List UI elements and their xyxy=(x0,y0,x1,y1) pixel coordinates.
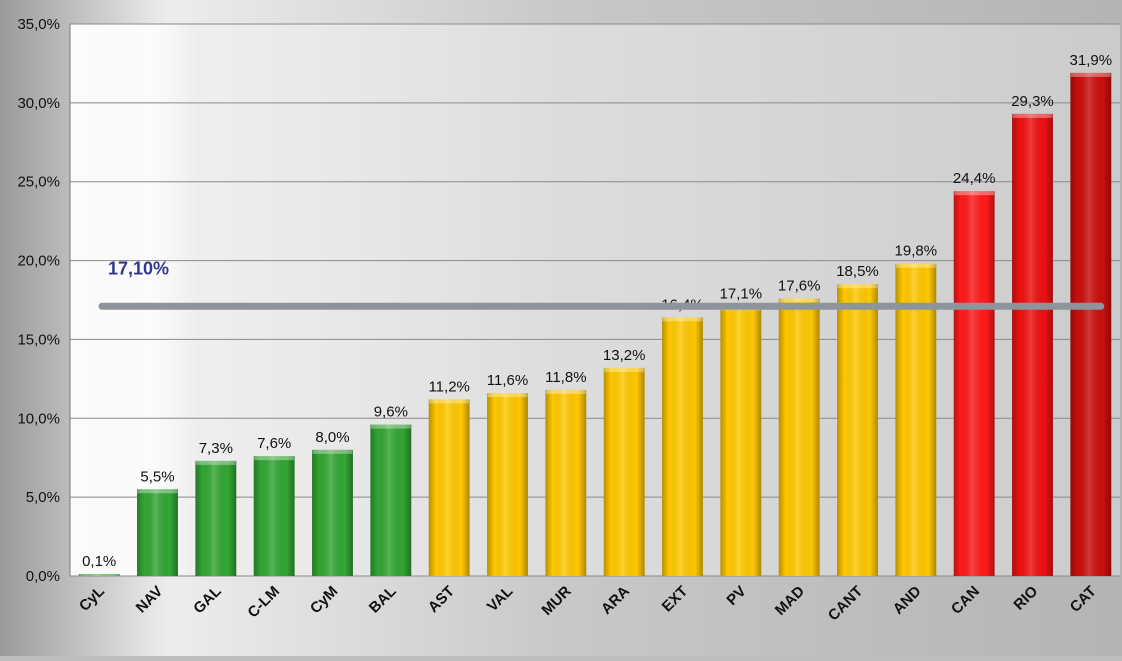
bar-ara xyxy=(603,367,645,576)
bar-highlight xyxy=(195,460,236,465)
bar-shading xyxy=(312,449,353,576)
bar-shading xyxy=(662,317,703,576)
bar-shading xyxy=(1070,72,1112,577)
bar-highlight xyxy=(312,449,353,454)
bar-mad xyxy=(778,298,820,576)
y-tick-label: 25,0% xyxy=(17,174,60,191)
reference-line-group: 17,10% xyxy=(98,258,1105,310)
bar-shading xyxy=(370,424,412,576)
bar-highlight xyxy=(137,489,178,494)
bar-can xyxy=(953,191,995,577)
data-label: 13,2% xyxy=(603,347,646,364)
data-label: 17,1% xyxy=(720,285,763,302)
data-label: 0,1% xyxy=(82,553,116,570)
data-label: 11,2% xyxy=(428,378,469,395)
y-tick-label: 35,0% xyxy=(17,16,60,33)
y-tick-label: 30,0% xyxy=(17,95,60,112)
bar-highlight xyxy=(254,456,295,461)
bar-bal xyxy=(370,424,412,576)
bar-pv xyxy=(720,306,762,576)
y-tick-label: 5,0% xyxy=(26,489,60,506)
reference-line-label: 17,10% xyxy=(108,258,169,278)
bar-shading xyxy=(603,367,645,576)
bar-highlight xyxy=(895,263,936,268)
bar-cym xyxy=(312,449,353,576)
bar-val xyxy=(487,393,528,576)
bar-highlight xyxy=(429,399,470,404)
bar-highlight xyxy=(604,367,645,372)
y-tick-label: 0,0% xyxy=(26,568,60,585)
bar-shading xyxy=(137,489,178,576)
bar-shading xyxy=(253,456,295,576)
bar-highlight xyxy=(1012,113,1053,118)
bar-shading xyxy=(720,306,762,576)
bar-shading xyxy=(837,284,878,576)
bar-shading xyxy=(428,399,470,576)
bar-and xyxy=(895,263,937,576)
bar-highlight xyxy=(545,389,586,394)
bar-highlight xyxy=(954,191,995,196)
bar-highlight xyxy=(1070,72,1111,77)
plot-area xyxy=(70,24,1120,576)
bar-shading xyxy=(1012,113,1053,576)
bar-highlight xyxy=(370,424,411,429)
data-label: 18,5% xyxy=(836,263,879,280)
bar-cyl xyxy=(78,574,120,576)
bar-cat xyxy=(1070,72,1112,577)
bar-c-lm xyxy=(253,456,295,576)
data-label: 7,6% xyxy=(257,435,291,452)
data-label: 24,4% xyxy=(953,170,996,187)
bar-highlight xyxy=(662,317,703,322)
bar-shading xyxy=(78,574,120,576)
data-label: 31,9% xyxy=(1070,52,1113,69)
bar-highlight xyxy=(837,284,878,289)
bar-shading xyxy=(545,389,587,576)
bar-ast xyxy=(428,399,470,576)
data-label: 29,3% xyxy=(1011,93,1054,110)
bar-rio xyxy=(1012,113,1053,576)
y-tick-label: 20,0% xyxy=(17,253,60,270)
bar-shading xyxy=(778,298,820,576)
bar-highlight xyxy=(79,574,120,576)
data-label: 9,6% xyxy=(374,404,408,421)
bar-nav xyxy=(137,489,178,576)
bar-highlight xyxy=(779,298,820,303)
data-label: 5,5% xyxy=(140,468,174,485)
data-label: 8,0% xyxy=(315,429,349,446)
gridlines xyxy=(70,23,1120,577)
bar-gal xyxy=(195,460,237,576)
data-label: 7,3% xyxy=(199,440,233,457)
y-tick-label: 10,0% xyxy=(17,410,60,427)
bar-mur xyxy=(545,389,587,576)
bars xyxy=(78,72,1112,577)
bar-shading xyxy=(895,263,937,576)
y-axis: 0,0% 5,0% 10,0% 15,0% 20,0% 25,0% 30,0% 35,0% xyxy=(17,16,71,585)
data-labels: 0,1% 5,5% 7,3% 7,6% 8,0% 9,6% 11,2% 11,6% 11,8% 1… xyxy=(82,52,1112,570)
y-tick-label: 15,0% xyxy=(17,331,60,348)
bar-shading xyxy=(195,460,237,576)
bar-cant xyxy=(837,284,878,576)
bar-shading xyxy=(487,393,528,576)
bar-shading xyxy=(953,191,995,577)
data-label: 17,6% xyxy=(778,277,821,294)
data-label: 19,8% xyxy=(895,243,938,260)
bar-ext xyxy=(662,317,703,576)
bar-highlight xyxy=(487,393,528,398)
data-label: 11,8% xyxy=(545,369,586,386)
data-label: 11,6% xyxy=(487,372,528,389)
